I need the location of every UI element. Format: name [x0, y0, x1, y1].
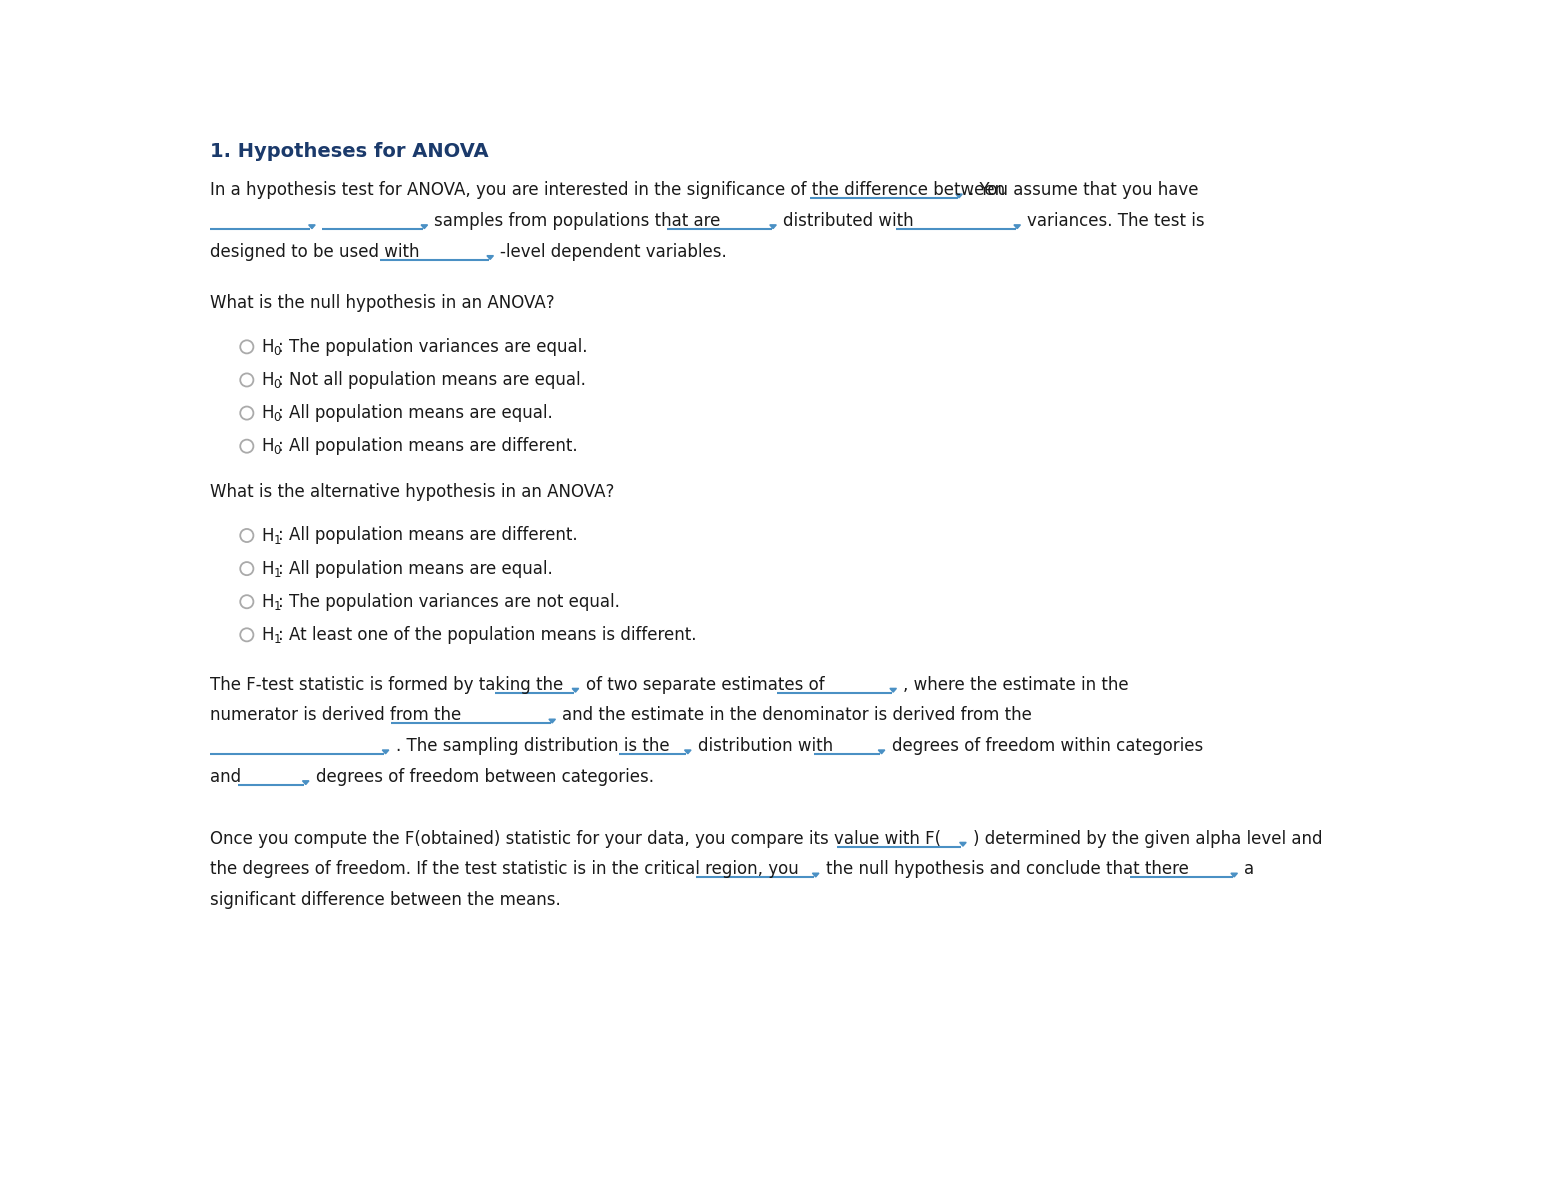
Text: and the estimate in the denominator is derived from the: and the estimate in the denominator is d… — [562, 707, 1033, 725]
Text: : The population variances are not equal.: : The population variances are not equal… — [278, 593, 620, 610]
Polygon shape — [955, 194, 963, 198]
Text: : All population means are different.: : All population means are different. — [278, 437, 578, 456]
Polygon shape — [488, 256, 494, 259]
Polygon shape — [685, 750, 691, 753]
Text: $\mathregular{H_1}$: $\mathregular{H_1}$ — [261, 591, 281, 612]
Text: What is the alternative hypothesis in an ANOVA?: What is the alternative hypothesis in an… — [210, 483, 613, 501]
Polygon shape — [421, 225, 427, 228]
Text: distribution with: distribution with — [697, 737, 832, 756]
Text: : The population variances are equal.: : The population variances are equal. — [278, 338, 587, 356]
Polygon shape — [303, 781, 309, 784]
Text: designed to be used with: designed to be used with — [210, 243, 419, 261]
Polygon shape — [960, 843, 966, 846]
Polygon shape — [382, 750, 388, 753]
Text: What is the null hypothesis in an ANOVA?: What is the null hypothesis in an ANOVA? — [210, 294, 554, 312]
Polygon shape — [879, 750, 885, 753]
Text: of two separate estimates of: of two separate estimates of — [585, 676, 825, 694]
Text: -level dependent variables.: -level dependent variables. — [500, 243, 727, 261]
Text: The F-test statistic is formed by taking the: The F-test statistic is formed by taking… — [210, 676, 562, 694]
Text: $\mathregular{H_0}$: $\mathregular{H_0}$ — [261, 403, 283, 424]
Text: ) determined by the given alpha level and: ) determined by the given alpha level an… — [974, 829, 1323, 847]
Text: $\mathregular{H_1}$: $\mathregular{H_1}$ — [261, 558, 281, 578]
Text: significant difference between the means.: significant difference between the means… — [210, 891, 561, 909]
Polygon shape — [770, 225, 776, 228]
Text: , where the estimate in the: , where the estimate in the — [904, 676, 1129, 694]
Text: : All population means are equal.: : All population means are equal. — [278, 559, 553, 577]
Polygon shape — [1232, 873, 1238, 877]
Text: and: and — [210, 768, 241, 785]
Text: the degrees of freedom. If the test statistic is in the critical region, you: the degrees of freedom. If the test stat… — [210, 860, 798, 878]
Polygon shape — [812, 873, 818, 877]
Text: : All population means are equal.: : All population means are equal. — [278, 405, 553, 422]
Polygon shape — [1014, 225, 1020, 228]
Text: $\mathregular{H_0}$: $\mathregular{H_0}$ — [261, 437, 283, 456]
Text: . The sampling distribution is the: . The sampling distribution is the — [396, 737, 669, 756]
Polygon shape — [548, 719, 556, 724]
Text: variances. The test is: variances. The test is — [1027, 212, 1205, 230]
Text: : Not all population means are equal.: : Not all population means are equal. — [278, 371, 585, 389]
Text: . You assume that you have: . You assume that you have — [969, 181, 1199, 199]
Text: numerator is derived from the: numerator is derived from the — [210, 707, 461, 725]
Text: a: a — [1244, 860, 1255, 878]
Text: degrees of freedom within categories: degrees of freedom within categories — [891, 737, 1204, 756]
Text: : All population means are different.: : All population means are different. — [278, 526, 578, 545]
Text: $\mathregular{H_1}$: $\mathregular{H_1}$ — [261, 526, 281, 545]
Text: degrees of freedom between categories.: degrees of freedom between categories. — [315, 768, 654, 785]
Text: 1. Hypotheses for ANOVA: 1. Hypotheses for ANOVA — [210, 142, 488, 161]
Text: $\mathregular{H_0}$: $\mathregular{H_0}$ — [261, 337, 283, 357]
Text: Once you compute the F(obtained) statistic for your data, you compare its value : Once you compute the F(obtained) statist… — [210, 829, 941, 847]
Text: samples from populations that are: samples from populations that are — [435, 212, 721, 230]
Text: $\mathregular{H_0}$: $\mathregular{H_0}$ — [261, 370, 283, 390]
Polygon shape — [572, 688, 579, 693]
Text: : At least one of the population means is different.: : At least one of the population means i… — [278, 626, 696, 644]
Text: the null hypothesis and conclude that there: the null hypothesis and conclude that th… — [826, 860, 1188, 878]
Polygon shape — [890, 688, 896, 693]
Text: distributed with: distributed with — [783, 212, 913, 230]
Polygon shape — [309, 225, 315, 228]
Text: $\mathregular{H_1}$: $\mathregular{H_1}$ — [261, 625, 281, 645]
Text: In a hypothesis test for ANOVA, you are interested in the significance of the di: In a hypothesis test for ANOVA, you are … — [210, 181, 1005, 199]
